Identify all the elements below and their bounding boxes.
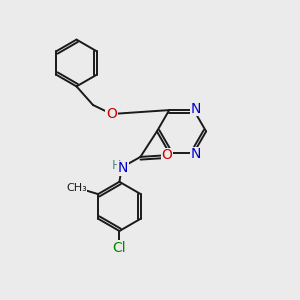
- Text: H: H: [112, 159, 121, 172]
- Text: N: N: [191, 147, 201, 161]
- Text: Cl: Cl: [112, 241, 126, 255]
- Text: CH₃: CH₃: [66, 183, 87, 193]
- Text: O: O: [106, 107, 117, 121]
- Text: O: O: [161, 148, 172, 162]
- Text: N: N: [118, 161, 128, 175]
- Text: N: N: [191, 102, 201, 116]
